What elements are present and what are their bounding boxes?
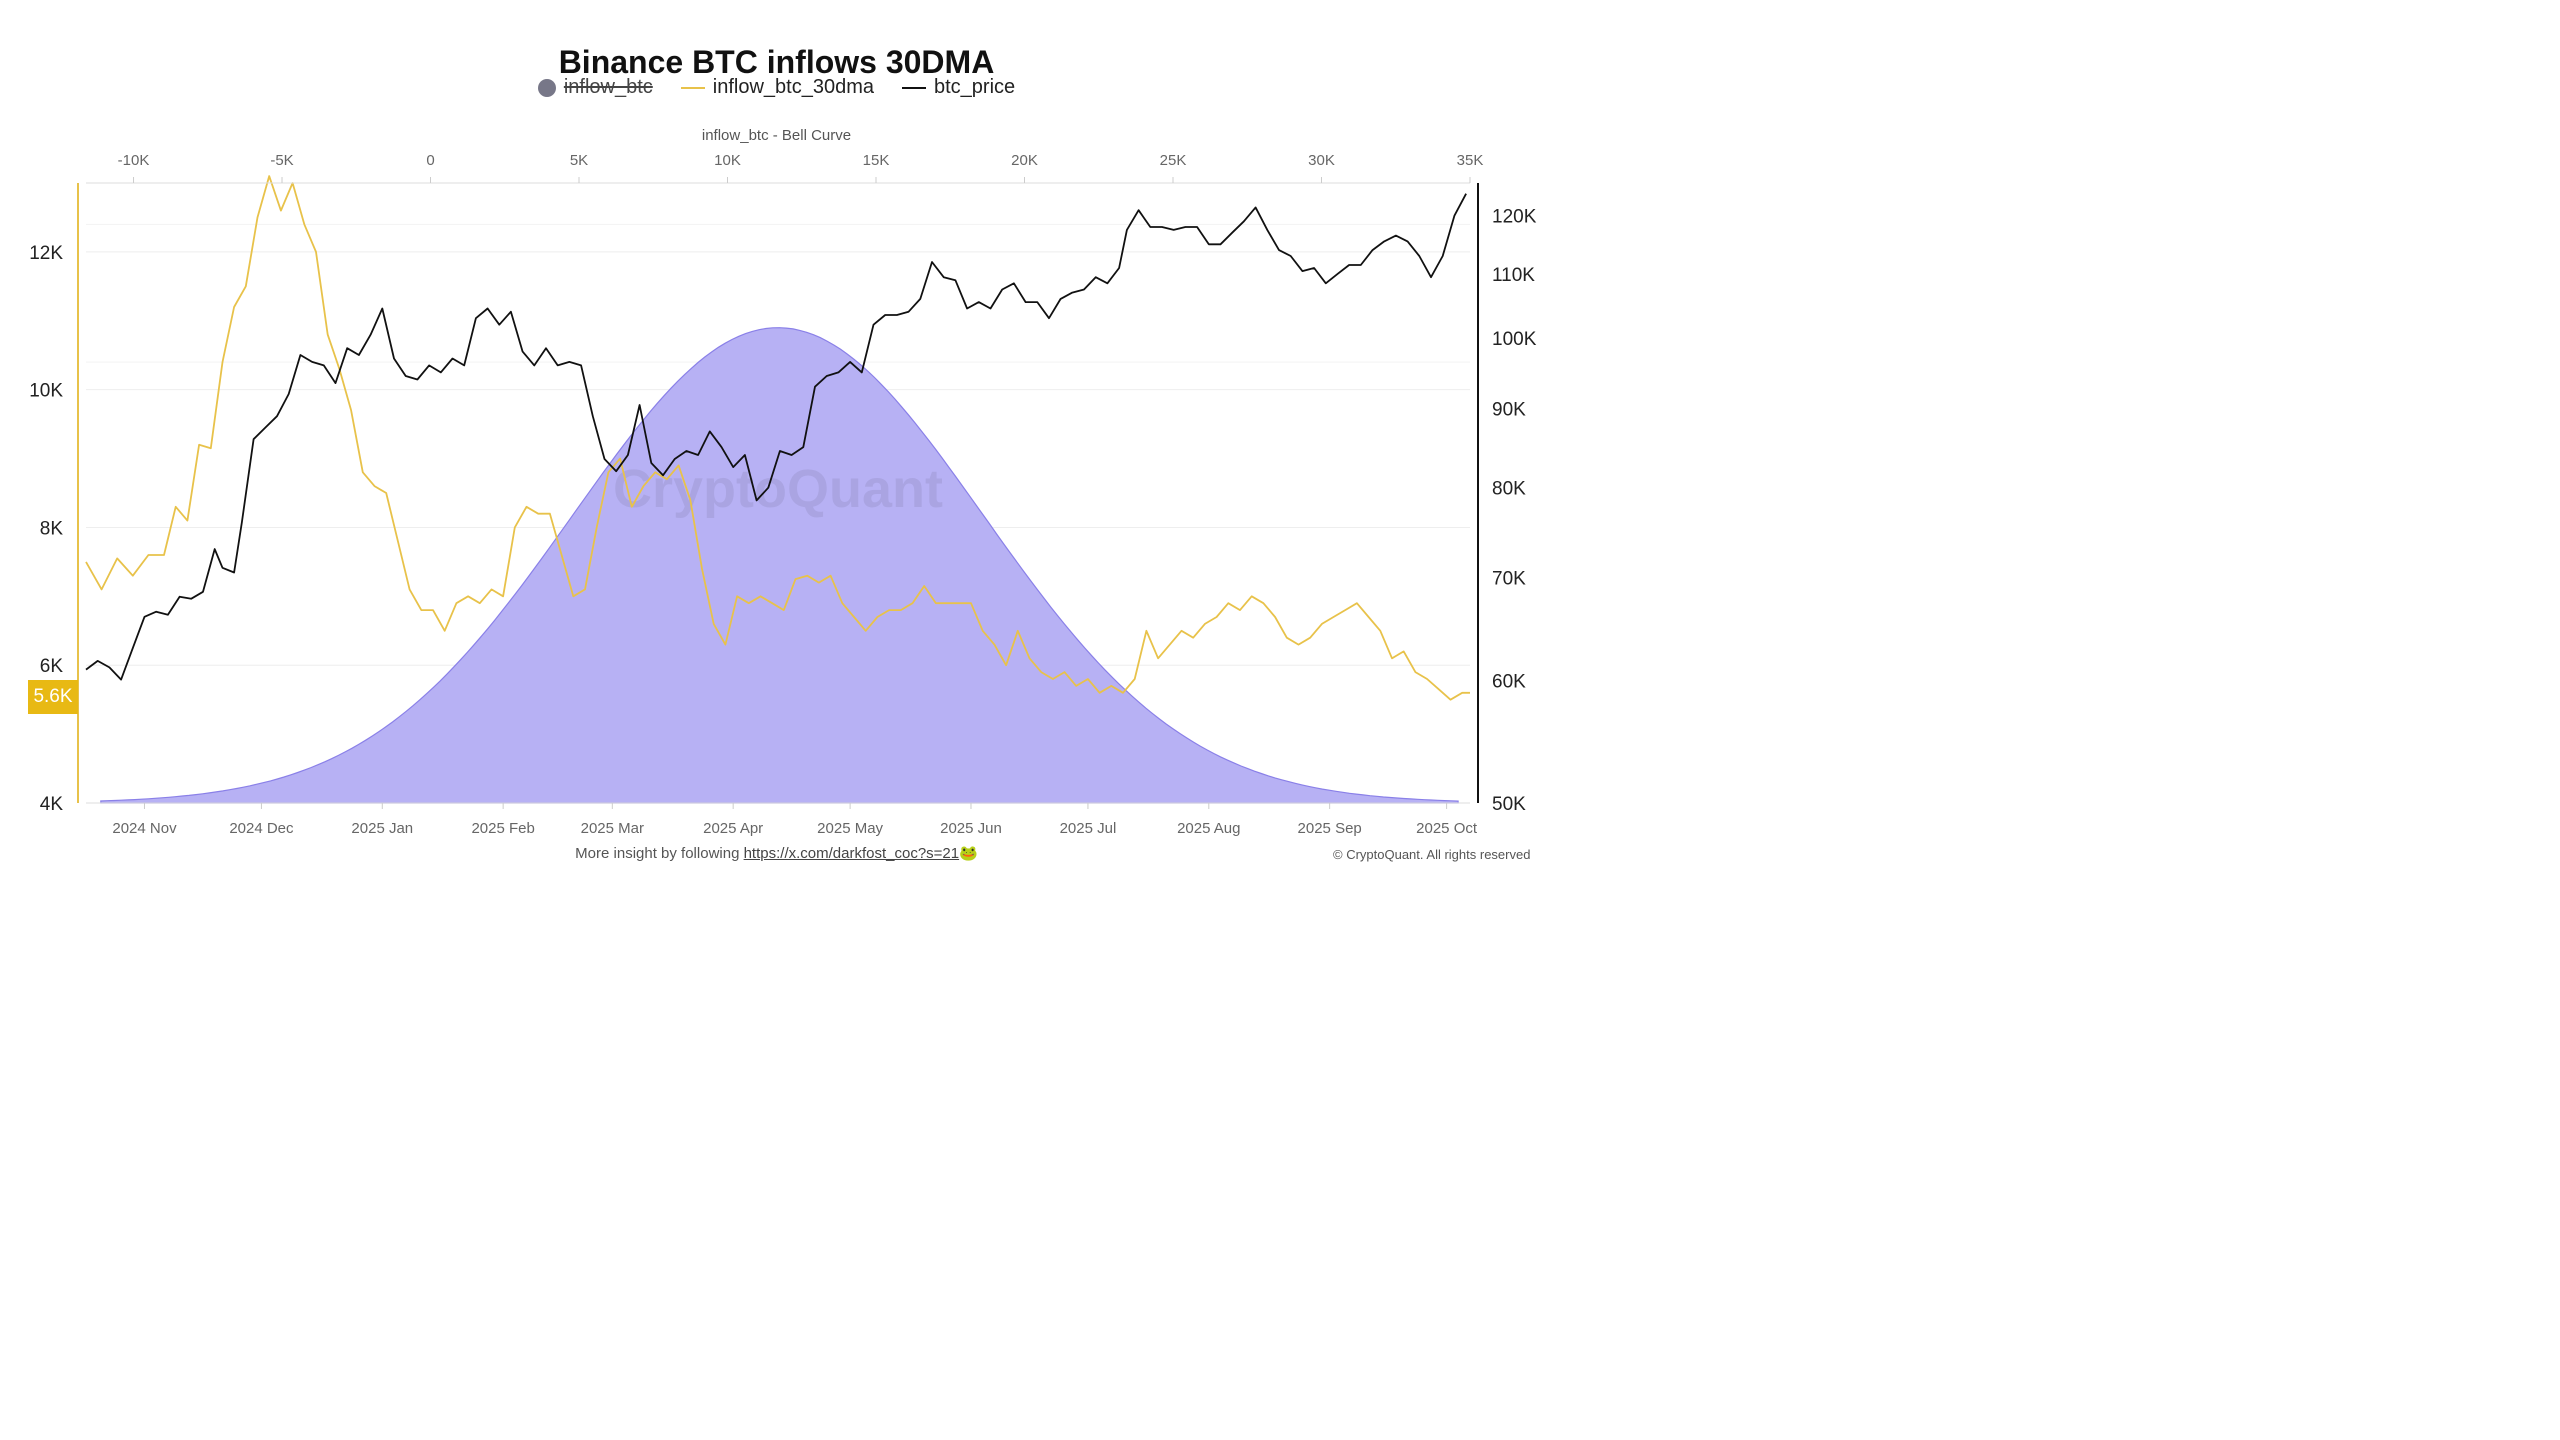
footer-link[interactable]: https://x.com/darkfost_coc?s=21: [743, 845, 960, 862]
series-inflow-btc-30dma: [85, 175, 1470, 701]
x-top-tick-label: 35K: [1457, 152, 1484, 169]
y-left-tick-label: 12K: [29, 243, 63, 264]
x-top-tick-label: 25K: [1160, 152, 1187, 169]
current-value-badge: 5.6K: [28, 680, 78, 714]
x-top-tick-label: 5K: [570, 152, 588, 169]
x-tick-label: 2025 Apr: [703, 820, 763, 837]
watermark: CryptoQuant: [613, 459, 943, 519]
legend-label-inflow-btc: inflow_btc: [563, 76, 653, 98]
legend-line-icon: [680, 86, 705, 89]
frog-icon: 🐸: [959, 845, 978, 862]
copyright: © CryptoQuant. All rights reserved: [1333, 847, 1531, 862]
x-top-tick-label: -10K: [118, 152, 150, 169]
legend-item-inflow-btc[interactable]: inflow_btc: [537, 76, 653, 99]
x-tick-label: 2025 Feb: [471, 820, 534, 837]
x-top-tick-label: 10K: [714, 152, 741, 169]
legend-label-inflow-btc-30dma: inflow_btc_30dma: [712, 76, 874, 98]
legend: inflow_btc inflow_btc_30dma btc_price: [0, 76, 1553, 99]
x-top-tick-label: 0: [426, 152, 434, 169]
footer-text: More insight by following: [575, 845, 740, 862]
x-tick-label: 2025 Oct: [1416, 820, 1478, 837]
x-top-tick-label: -5K: [270, 152, 293, 169]
x-tick-label: 2025 May: [817, 820, 883, 837]
y-right-tick-label: 100K: [1492, 329, 1537, 350]
chart-title: Binance BTC inflows 30DMA: [558, 44, 995, 80]
legend-item-btc-price[interactable]: btc_price: [902, 76, 1015, 99]
x-tick-label: 2025 Jun: [940, 820, 1002, 837]
y-right-tick-label: 60K: [1492, 672, 1526, 693]
x-tick-label: 2025 Mar: [581, 820, 644, 837]
x-top-tick-label: 15K: [863, 152, 890, 169]
y-left-tick-label: 6K: [40, 656, 64, 677]
y-right-tick-label: 110K: [1492, 265, 1535, 286]
y-right-tick-label: 70K: [1492, 568, 1526, 589]
y-left-tick-label: 8K: [40, 518, 64, 539]
y-right-tick-label: 80K: [1492, 479, 1526, 500]
x-tick-label: 2024 Dec: [229, 820, 294, 837]
y-left-tick-label: 4K: [40, 794, 64, 815]
x-top-tick-label: 30K: [1308, 152, 1335, 169]
x-tick-label: 2025 Jan: [351, 820, 413, 837]
y-left-tick-label: 10K: [29, 381, 63, 402]
y-right-tick-label: 90K: [1492, 400, 1526, 421]
y-right-tick-label: 50K: [1492, 794, 1526, 815]
series-btc-price: [85, 193, 1467, 681]
legend-item-inflow-btc-30dma[interactable]: inflow_btc_30dma: [680, 76, 874, 99]
top-axis-title: inflow_btc - Bell Curve: [701, 127, 852, 144]
bell-curve-area: [100, 327, 1459, 804]
legend-dot-icon: [537, 78, 556, 97]
footer: More insight by following https://x.com/…: [0, 844, 1553, 862]
x-tick-label: 2025 Aug: [1177, 820, 1240, 837]
y-right-tick-label: 120K: [1492, 207, 1537, 228]
x-tick-label: 2024 Nov: [112, 820, 177, 837]
x-tick-label: 2025 Jul: [1060, 820, 1117, 837]
legend-label-btc-price: btc_price: [934, 76, 1016, 98]
legend-line-icon: [902, 86, 926, 89]
x-tick-label: 2025 Sep: [1298, 820, 1362, 837]
x-top-tick-label: 20K: [1011, 152, 1038, 169]
